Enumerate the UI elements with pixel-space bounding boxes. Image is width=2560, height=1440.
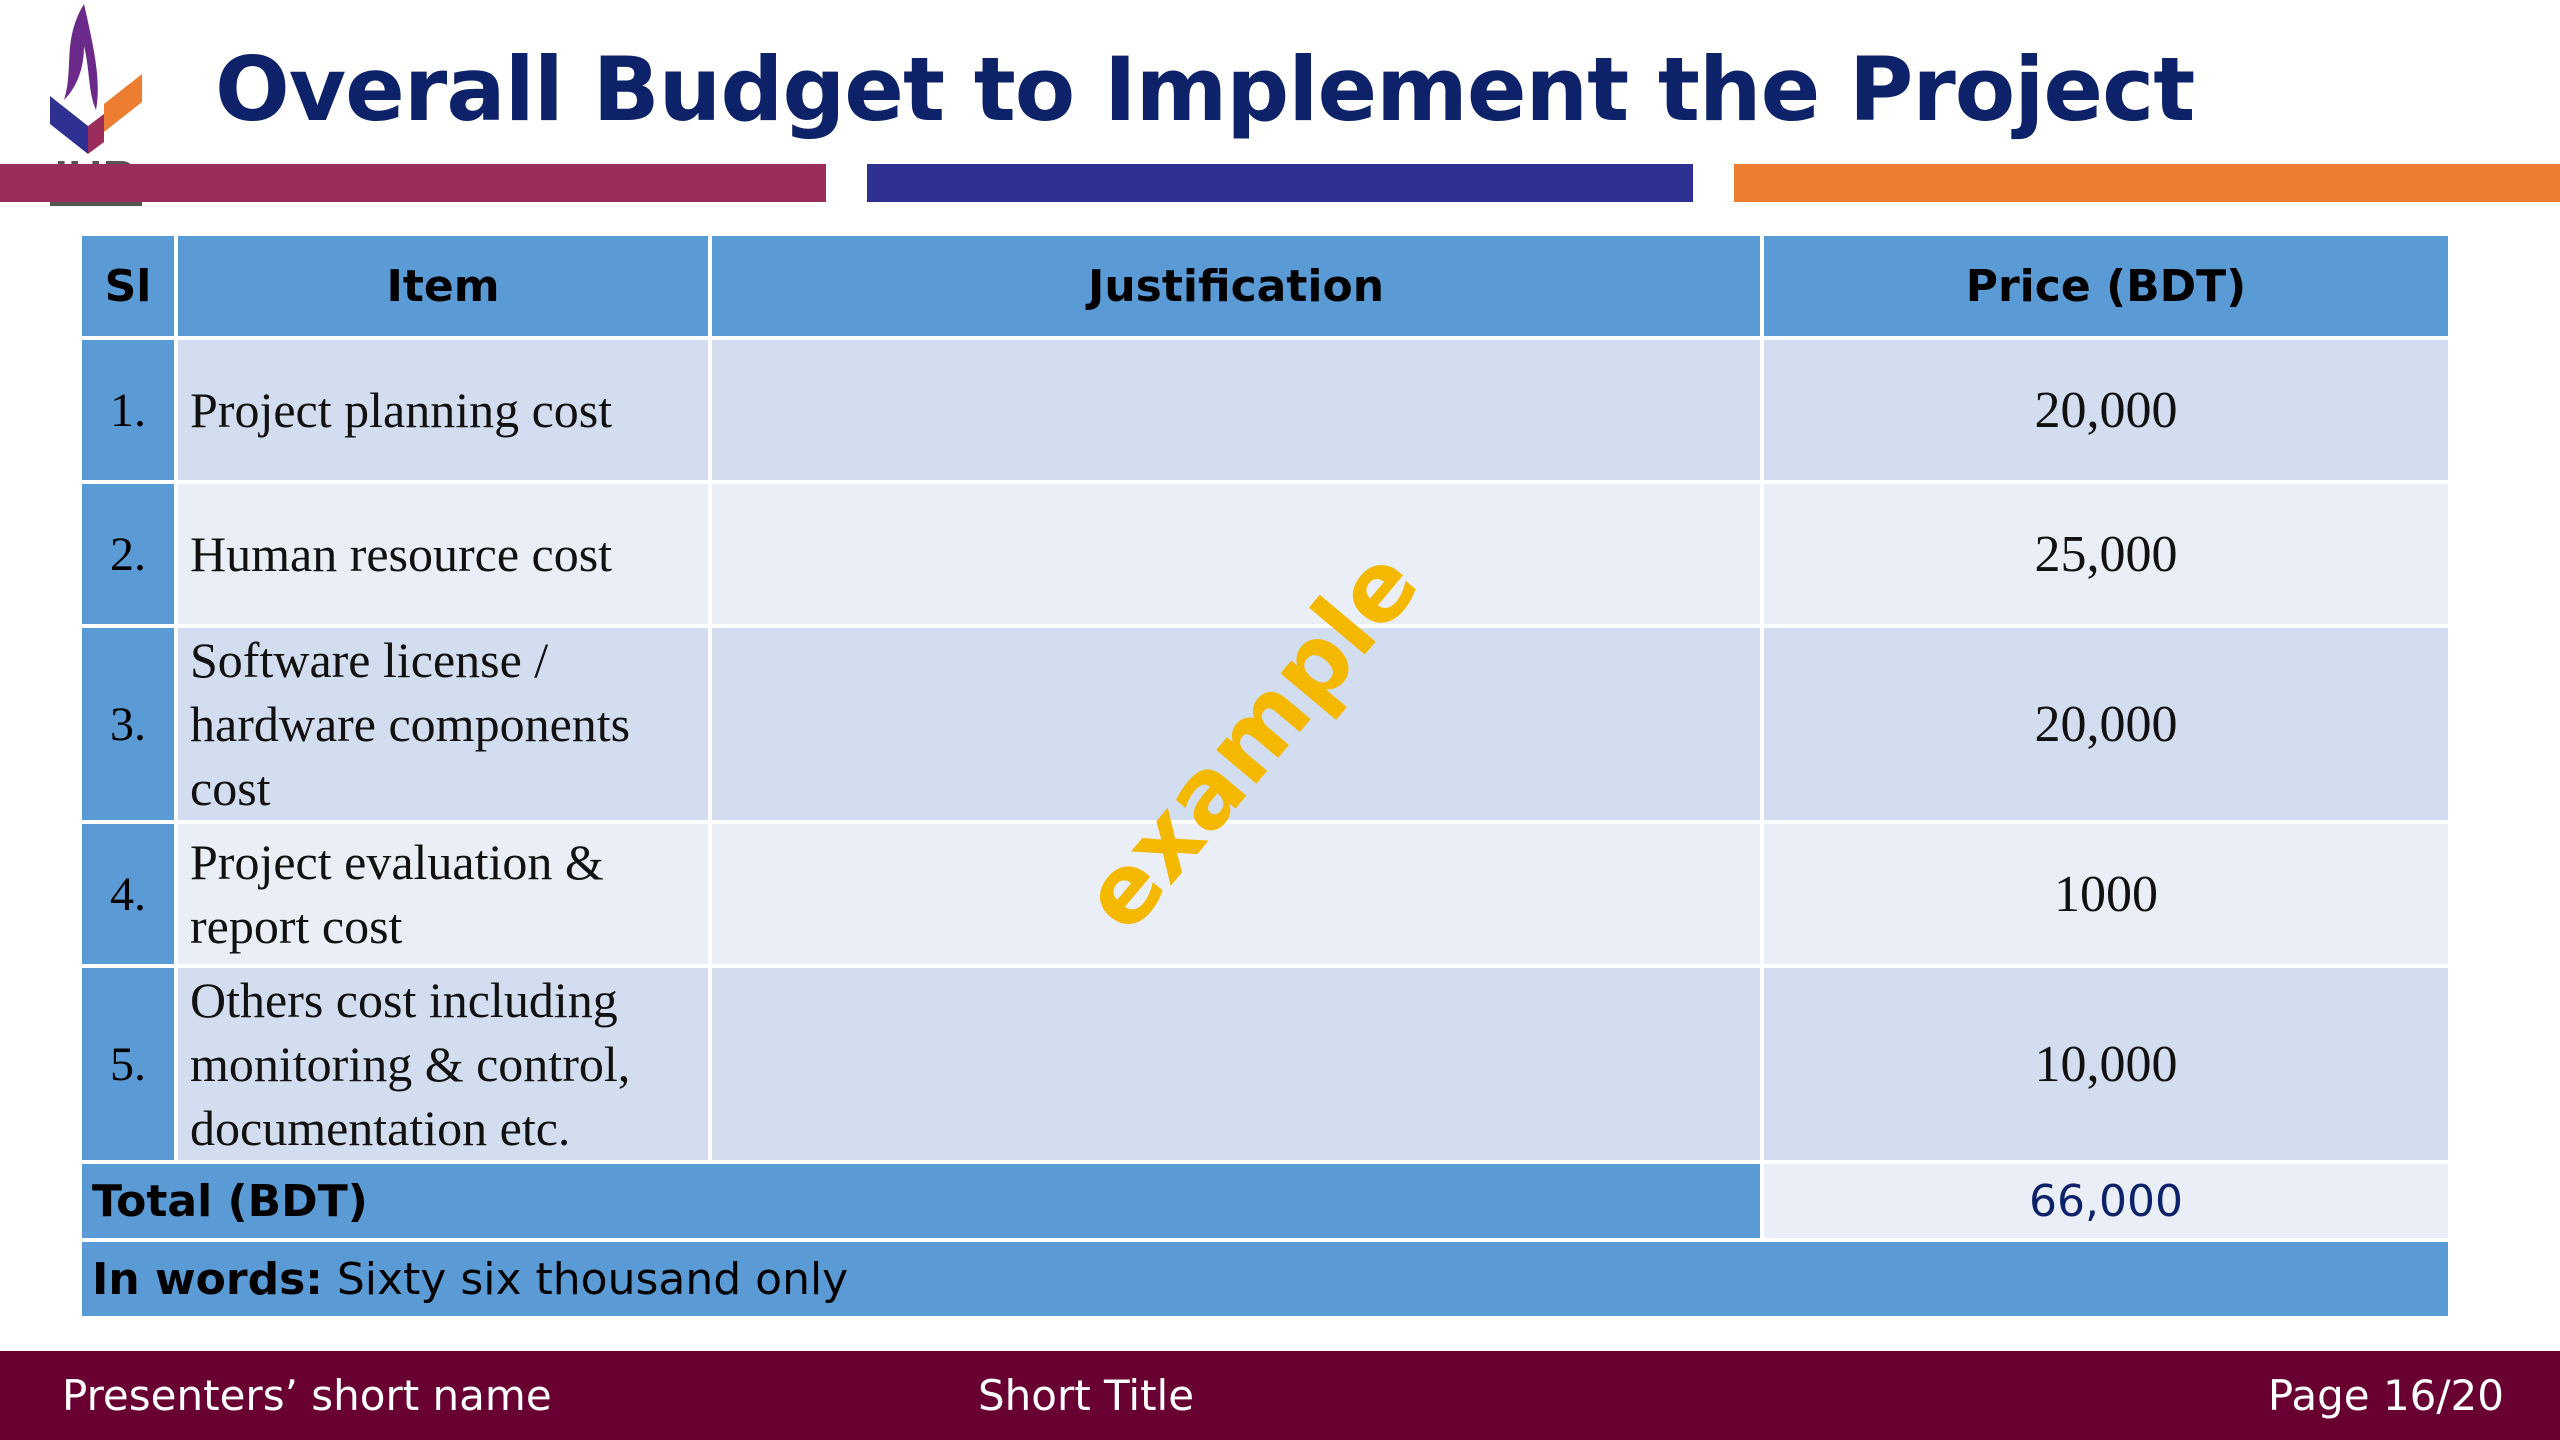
row-price: 10,000 bbox=[1760, 964, 2452, 1164]
header-justification: Justification bbox=[708, 232, 1764, 340]
in-words-cell: In words: Sixty six thousand only bbox=[78, 1238, 2452, 1320]
row-item: Project evaluation & report cost bbox=[174, 820, 712, 968]
accent-stripe-magenta bbox=[0, 164, 826, 202]
header-sl: Sl bbox=[78, 232, 178, 340]
table-row: 4. Project evaluation & report cost 1000 bbox=[78, 820, 2452, 968]
table-row: 2. Human resource cost 25,000 bbox=[78, 480, 2452, 628]
footer-page-number: Page 16/20 bbox=[2267, 1371, 2504, 1420]
footer-presenter: Presenters’ short name bbox=[62, 1371, 552, 1420]
row-price: 20,000 bbox=[1760, 336, 2452, 484]
row-price: 25,000 bbox=[1760, 480, 2452, 628]
row-justification bbox=[708, 624, 1764, 824]
row-sl: 2. bbox=[78, 480, 178, 628]
header-item: Item bbox=[174, 232, 712, 340]
total-value: 66,000 bbox=[1760, 1160, 2452, 1242]
row-price: 1000 bbox=[1760, 820, 2452, 968]
row-item: Software license / hardware components c… bbox=[174, 624, 712, 824]
flame-icon bbox=[50, 4, 142, 154]
row-item: Others cost including monitoring & contr… bbox=[174, 964, 712, 1164]
in-words-row: In words: Sixty six thousand only bbox=[78, 1238, 2452, 1320]
in-words-value: Sixty six thousand only bbox=[336, 1253, 849, 1305]
row-sl: 5. bbox=[78, 964, 178, 1164]
table-row: 1. Project planning cost 20,000 bbox=[78, 336, 2452, 484]
budget-table: Sl Item Justification Price (BDT) 1. Pro… bbox=[78, 232, 2452, 1320]
row-price: 20,000 bbox=[1760, 624, 2452, 824]
footer-bar: Presenters’ short name Short Title Page … bbox=[0, 1351, 2560, 1440]
row-sl: 3. bbox=[78, 624, 178, 824]
accent-stripe-blue bbox=[867, 164, 1693, 202]
row-justification bbox=[708, 336, 1764, 484]
row-item: Project planning cost bbox=[174, 336, 712, 484]
footer-short-title: Short Title bbox=[978, 1371, 1195, 1420]
table-header-row: Sl Item Justification Price (BDT) bbox=[78, 232, 2452, 340]
row-justification bbox=[708, 480, 1764, 628]
table-row: 3. Software license / hardware component… bbox=[78, 624, 2452, 824]
total-label: Total (BDT) bbox=[78, 1160, 1764, 1242]
in-words-label: In words: bbox=[92, 1253, 323, 1305]
row-justification bbox=[708, 964, 1764, 1164]
slide-title: Overall Budget to Implement the Project bbox=[215, 38, 2195, 141]
header-price: Price (BDT) bbox=[1760, 232, 2452, 340]
row-sl: 4. bbox=[78, 820, 178, 968]
row-justification bbox=[708, 820, 1764, 968]
accent-stripe-orange bbox=[1734, 164, 2560, 202]
row-item: Human resource cost bbox=[174, 480, 712, 628]
row-sl: 1. bbox=[78, 336, 178, 484]
total-row: Total (BDT) 66,000 bbox=[78, 1160, 2452, 1242]
table-row: 5. Others cost including monitoring & co… bbox=[78, 964, 2452, 1164]
